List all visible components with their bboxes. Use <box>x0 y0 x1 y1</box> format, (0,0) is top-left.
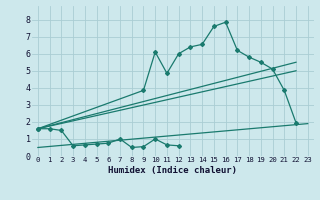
X-axis label: Humidex (Indice chaleur): Humidex (Indice chaleur) <box>108 166 237 175</box>
